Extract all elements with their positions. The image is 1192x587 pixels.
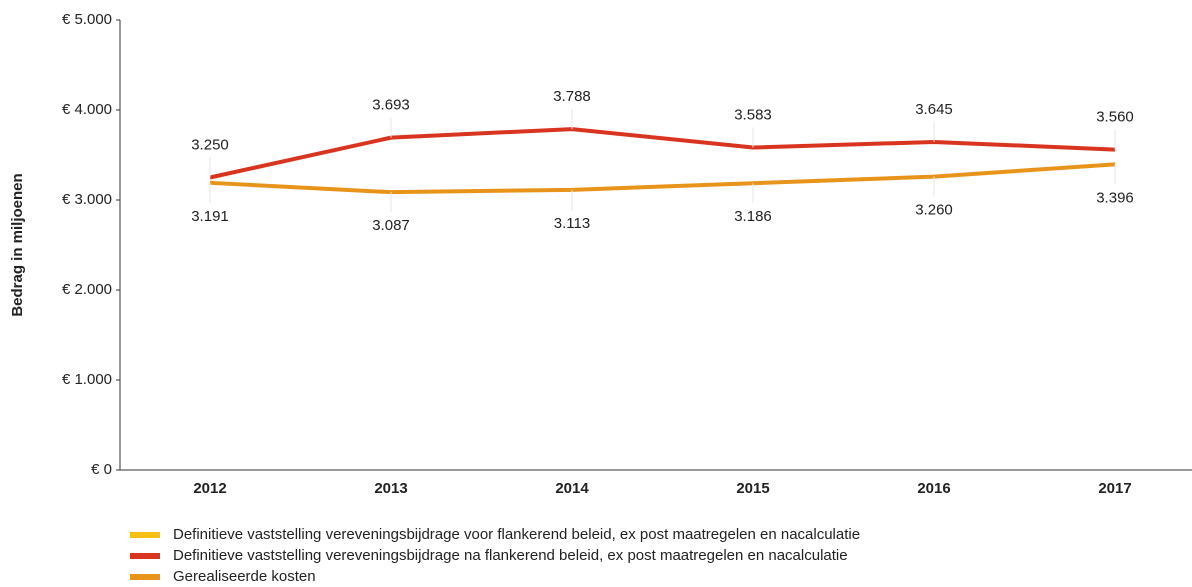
- x-tick-label: 2017: [1098, 480, 1131, 497]
- legend-swatch: [130, 553, 160, 559]
- y-tick-label: € 4.000: [62, 101, 112, 118]
- x-tick-label: 2014: [555, 480, 589, 497]
- x-tick-label: 2013: [374, 480, 407, 497]
- x-tick-label: 2016: [917, 480, 950, 497]
- legend-label: Gerealiseerde kosten: [173, 568, 316, 585]
- series-line: [209, 162, 1116, 195]
- data-label: 3.250: [191, 136, 229, 153]
- data-label: 3.113: [554, 215, 590, 232]
- series-line: [209, 127, 1116, 180]
- data-label: 3.186: [734, 208, 772, 225]
- data-label: 3.693: [372, 97, 410, 114]
- legend-label: Definitieve vaststelling vereveningsbijd…: [173, 526, 860, 543]
- legend-swatch: [130, 532, 160, 538]
- x-tick-label: 2015: [736, 480, 769, 497]
- data-label: 3.788: [553, 88, 591, 105]
- legend-swatch: [130, 574, 160, 580]
- x-tick-label: 2012: [193, 480, 226, 497]
- data-label: 3.583: [734, 106, 772, 123]
- data-label: 3.560: [1096, 109, 1134, 126]
- y-tick-label: € 0: [91, 461, 112, 478]
- y-tick-label: € 3.000: [62, 191, 112, 208]
- data-label: 3.396: [1096, 189, 1134, 206]
- data-label: 3.191: [191, 208, 229, 225]
- data-label: 3.260: [915, 202, 953, 219]
- legend-label: Definitieve vaststelling vereveningsbijd…: [173, 547, 848, 564]
- y-tick-label: € 2.000: [62, 281, 112, 298]
- y-axis-label: Bedrag in miljoenen: [9, 173, 26, 316]
- y-tick-label: € 1.000: [62, 371, 112, 388]
- data-label: 3.645: [915, 101, 953, 118]
- y-tick-label: € 5.000: [62, 11, 112, 28]
- data-label: 3.087: [372, 217, 410, 234]
